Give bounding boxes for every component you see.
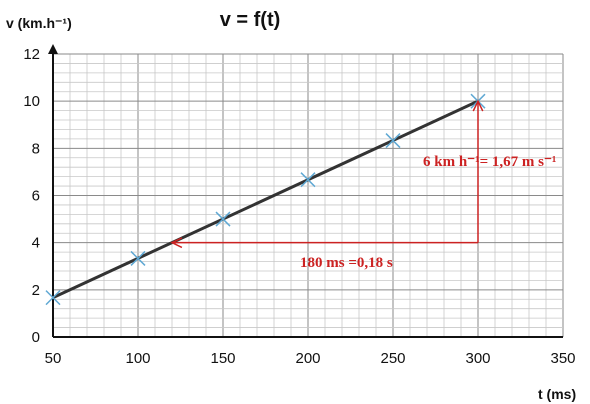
y-tick-label: 0 [32,329,40,346]
x-tick-label: 150 [210,350,235,367]
y-tick-label: 10 [23,93,40,110]
x-tick-label: 200 [295,350,320,367]
y-tick-label: 8 [32,140,40,157]
chart-title: v = f(t) [220,9,281,31]
tick-labels: 50 100 150 200 250 300 350 0 2 4 6 8 10 12 [23,46,575,367]
y-tick-label: 6 [32,188,40,205]
annotations [170,99,484,249]
data-point [385,133,401,149]
x-tick-label: 100 [125,350,150,367]
data-point [130,250,146,266]
x-tick-label: 50 [45,350,62,367]
annotation-arrow-horizontal-head [170,237,183,249]
data-point [300,172,316,188]
chart-axes [48,44,563,338]
x-tick-label: 350 [550,350,575,367]
data-point [45,290,61,306]
data-point [215,211,231,227]
annotation-arrow-vertical-head [472,99,484,112]
y-tick-label: 4 [32,235,40,252]
annotation-horizontal-label: 180 ms =0,18 s [300,255,393,271]
x-tick-label: 300 [465,350,490,367]
x-tick-label: 250 [380,350,405,367]
y-tick-label: 2 [32,282,40,299]
annotation-vertical-label: 6 km h⁻¹= 1,67 m s⁻¹ [423,154,556,170]
x-axis-label: t (ms) [538,386,576,402]
y-axis-arrow [48,44,58,54]
y-axis-label: v (km.h⁻¹) [6,15,72,31]
fit-line [52,99,479,299]
y-tick-label: 12 [23,46,40,63]
fit-line-group [52,99,479,299]
chart-grid [52,53,564,338]
